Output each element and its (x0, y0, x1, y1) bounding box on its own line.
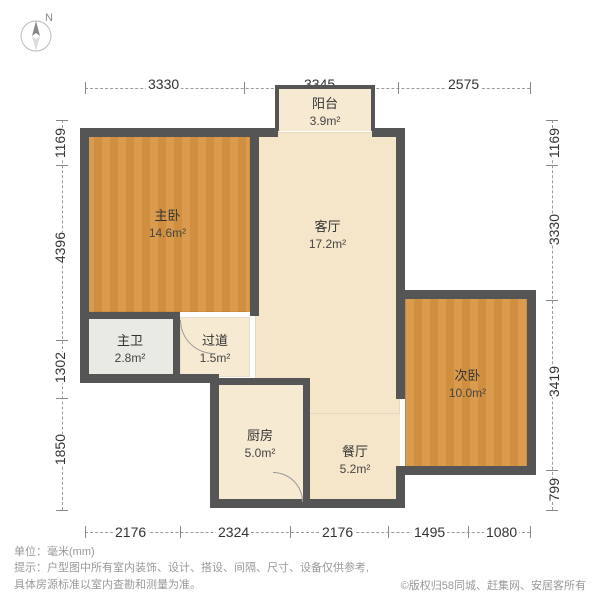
footer-unit: 单位：毫米(mm) (14, 544, 369, 561)
wall (396, 299, 405, 399)
dim-bottom-0: 2176 (113, 524, 148, 540)
wall (396, 466, 536, 475)
room-name: 主卧 (154, 205, 180, 224)
tick (468, 526, 469, 538)
wall (250, 128, 259, 316)
tick (530, 526, 531, 538)
wall (173, 317, 180, 377)
tick (290, 526, 291, 538)
tick (180, 526, 181, 538)
room-area: 3.9m² (310, 114, 341, 128)
room-name: 阳台 (312, 93, 338, 112)
tick (56, 510, 68, 511)
tick (546, 120, 558, 121)
tick (398, 82, 399, 94)
room-dining: 餐厅 5.2m² (310, 414, 400, 502)
dim-left-1: 4396 (50, 232, 70, 263)
dim-right-line (552, 120, 553, 510)
tick (56, 340, 68, 341)
tick (546, 165, 558, 166)
wall (80, 374, 215, 383)
room-second-bedroom: 次卧 10.0m² (405, 295, 530, 470)
room-area: 10.0m² (449, 386, 486, 400)
room-living-room: 客厅 17.2m² (255, 132, 400, 414)
room-area: 5.0m² (245, 446, 276, 460)
room-balcony: 阳台 3.9m² (275, 85, 375, 131)
wall (527, 290, 536, 475)
footer: 单位：毫米(mm) 提示：户型图中所有室内装饰、设计、搭设、间隔、尺寸、设备仅供… (0, 544, 600, 594)
wall (85, 312, 180, 319)
room-bathroom: 主卫 2.8m² (85, 317, 175, 377)
wall (215, 378, 307, 385)
footer-note-2: 具体房源标准以室内查勘和测量为准。 (14, 577, 369, 594)
dim-left-0: 1169 (50, 128, 70, 158)
dim-right-1: 3330 (544, 214, 564, 245)
tick (546, 510, 558, 511)
room-area: 17.2m² (309, 237, 346, 251)
wall (80, 128, 255, 137)
room-name: 次卧 (454, 365, 480, 384)
dim-bottom-line (85, 532, 530, 533)
wall (303, 378, 310, 504)
room-area: 2.8m² (115, 351, 146, 365)
dim-left-2: 1302 (50, 352, 70, 383)
dim-bottom-3: 1495 (412, 524, 447, 540)
dim-left-3: 1850 (50, 434, 70, 465)
wall (250, 128, 278, 137)
room-name: 主卫 (117, 330, 143, 349)
room-name: 客厅 (309, 216, 346, 235)
wall (80, 128, 89, 382)
tick (56, 398, 68, 399)
dim-bottom-1: 2324 (216, 524, 251, 540)
dim-top-2: 2575 (446, 76, 481, 92)
room-master-bedroom: 主卧 14.6m² (85, 132, 250, 312)
tick (56, 120, 68, 121)
room-name: 餐厅 (342, 441, 368, 460)
wall (396, 290, 536, 299)
dim-bottom-4: 1080 (484, 524, 519, 540)
dim-bottom-2: 2176 (320, 524, 355, 540)
dim-top-0: 3330 (146, 76, 181, 92)
tick (530, 82, 531, 94)
compass-n-label: N (45, 12, 53, 24)
footer-copyright: ©版权归58同城、赶集网、安居客所有 (401, 577, 586, 593)
dim-right-2: 3419 (544, 366, 564, 397)
compass: N (14, 10, 58, 54)
wall (396, 466, 405, 508)
wall (210, 374, 219, 507)
footer-note-1: 提示：户型图中所有室内装饰、设计、搭设、间隔、尺寸、设备仅供参考, (14, 560, 369, 577)
tick (85, 82, 86, 94)
wall (396, 128, 405, 298)
room-area: 14.6m² (149, 226, 186, 240)
tick (546, 470, 558, 471)
tick (56, 165, 68, 166)
floor-plan: 阳台 3.9m² 主卧 14.6m² 客厅 17.2m² 餐厅 5.2m² 次卧… (85, 120, 530, 510)
room-area: 5.2m² (340, 462, 371, 476)
tick (85, 526, 86, 538)
dim-right-0: 1169 (544, 128, 564, 158)
tick (388, 526, 389, 538)
room-name: 厨房 (247, 425, 273, 444)
tick (546, 300, 558, 301)
tick (244, 82, 245, 94)
dim-right-3: 799 (544, 478, 564, 501)
